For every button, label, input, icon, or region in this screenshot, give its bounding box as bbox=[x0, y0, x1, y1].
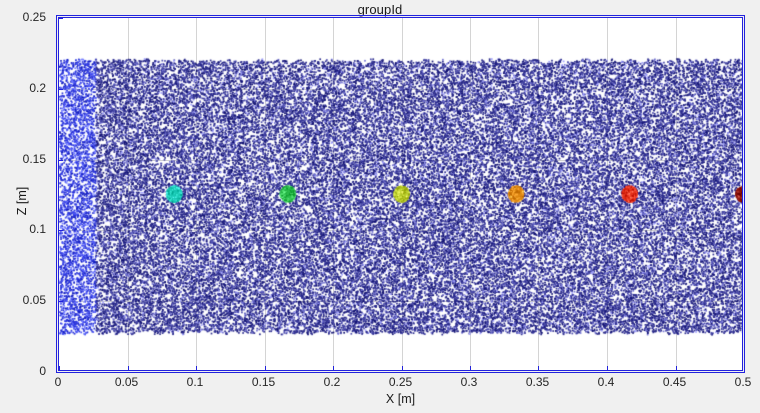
x-tick-mark bbox=[59, 366, 60, 370]
x-tick-label: 0.15 bbox=[251, 375, 276, 389]
y-tick-mark bbox=[59, 372, 63, 373]
y-tick-label: 0.1 bbox=[29, 222, 46, 237]
x-tick-label: 0.2 bbox=[323, 375, 341, 389]
x-tick-label: 0.45 bbox=[662, 375, 687, 389]
x-tick-label: 0.4 bbox=[597, 375, 615, 389]
x-tick-label: 0.25 bbox=[388, 375, 413, 389]
x-tick-mark bbox=[402, 366, 403, 370]
y-tick-label: 0.2 bbox=[29, 80, 46, 95]
x-tick-label: 0.1 bbox=[186, 375, 204, 389]
x-tick-label: 0.35 bbox=[525, 375, 550, 389]
x-tick-mark bbox=[196, 366, 197, 370]
y-tick-mark bbox=[59, 18, 63, 19]
plot-area bbox=[59, 18, 742, 370]
plot-axes[interactable] bbox=[56, 15, 745, 373]
y-tick-mark bbox=[59, 89, 63, 90]
y-tick-label: 0.05 bbox=[22, 293, 46, 308]
y-tick-mark bbox=[59, 230, 63, 231]
y-axis-label: Z [m] bbox=[15, 186, 29, 216]
x-tick-mark bbox=[470, 366, 471, 370]
y-tick-mark bbox=[59, 301, 63, 302]
particle-scatter-canvas bbox=[59, 54, 742, 337]
x-tick-mark bbox=[538, 366, 539, 370]
y-tick-label: 0.25 bbox=[22, 10, 46, 24]
x-axis-label: X [m] bbox=[385, 392, 416, 406]
x-tick-label: 0 bbox=[54, 375, 62, 389]
y-tick-label: 0.15 bbox=[22, 151, 46, 166]
x-tick-label: 0.05 bbox=[114, 375, 139, 389]
x-tick-mark bbox=[607, 366, 608, 370]
y-tick-label: 0 bbox=[39, 364, 46, 378]
chart-title: groupId bbox=[357, 2, 403, 17]
x-tick-mark bbox=[744, 366, 745, 370]
y-tick-mark bbox=[59, 160, 63, 161]
x-tick-mark bbox=[676, 366, 677, 370]
particle-bed bbox=[59, 54, 742, 337]
x-tick-label: 0.3 bbox=[460, 375, 478, 389]
x-tick-mark bbox=[333, 366, 334, 370]
x-tick-mark bbox=[265, 366, 266, 370]
x-tick-label: 0.5 bbox=[734, 375, 752, 389]
x-tick-mark bbox=[128, 366, 129, 370]
